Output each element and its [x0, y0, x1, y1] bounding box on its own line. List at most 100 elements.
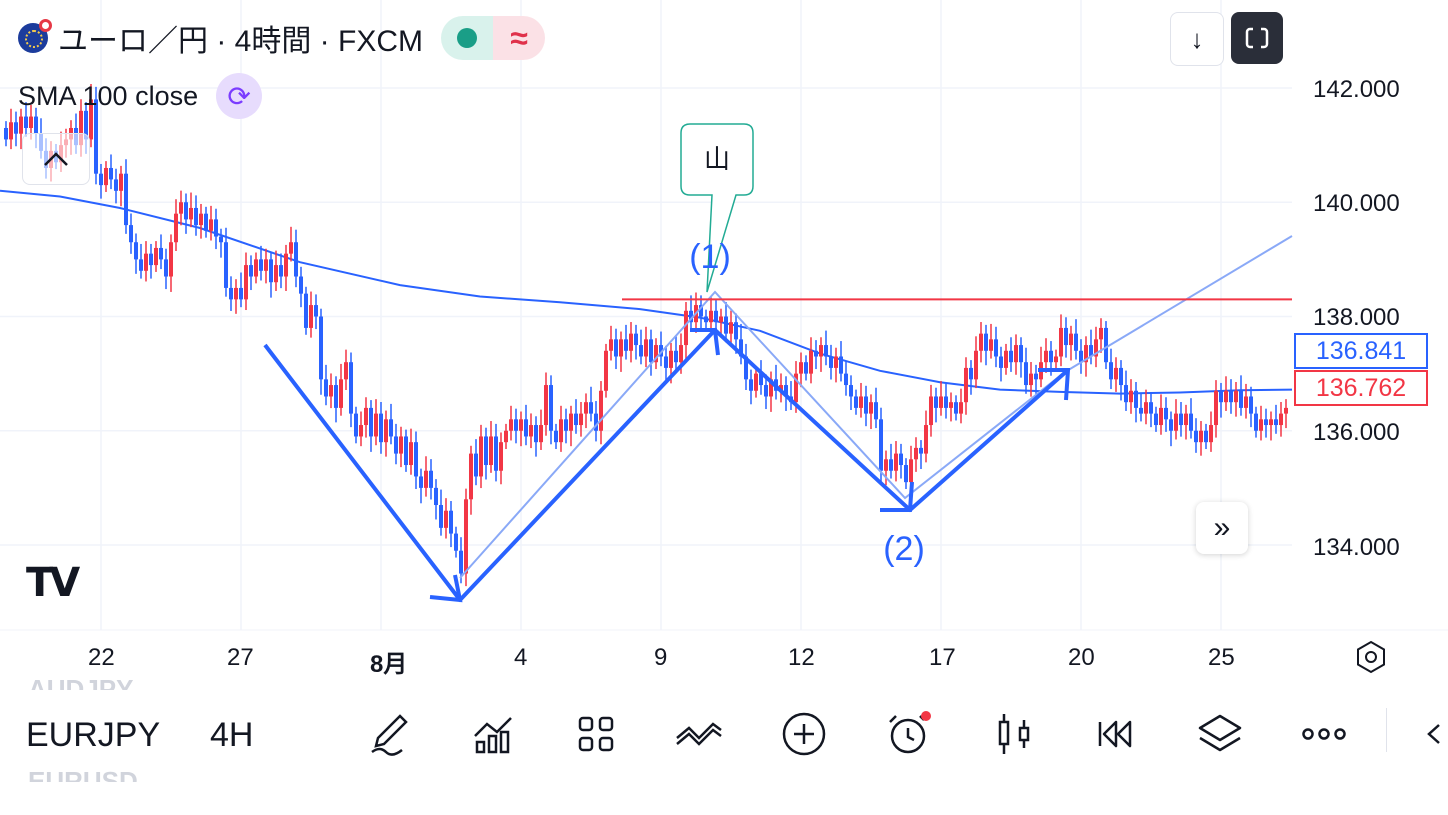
time-tick: 22 — [88, 644, 115, 671]
candle — [194, 195, 198, 236]
candle-body — [619, 339, 623, 357]
candle-body — [169, 242, 173, 277]
candle-body — [659, 345, 663, 357]
indicator-legend[interactable]: SMA 100 close ⟳ — [18, 73, 263, 119]
down-arrow-icon[interactable]: ↓ — [1170, 12, 1224, 66]
layers-icon[interactable] — [1192, 708, 1248, 760]
time-tick: 27 — [227, 644, 254, 671]
indicator-label[interactable]: SMA 100 close — [18, 80, 199, 111]
candle — [139, 243, 143, 279]
candle — [204, 206, 208, 238]
plus-circle-icon[interactable] — [776, 708, 832, 760]
collapse-legend-button[interactable] — [22, 133, 90, 185]
pattern-arrow — [690, 328, 720, 356]
candle — [544, 372, 548, 436]
market-open-icon[interactable] — [441, 16, 493, 60]
callout-balloon[interactable] — [680, 123, 754, 293]
candle-body — [1194, 430, 1198, 443]
symbol-selector[interactable]: EURJPY — [26, 716, 161, 754]
candle-body — [1184, 413, 1188, 426]
candle-body — [1059, 327, 1063, 357]
candle-body — [954, 402, 958, 414]
candle-body — [919, 447, 923, 454]
candle — [484, 427, 488, 480]
grid-icon[interactable] — [568, 708, 624, 760]
chevron-left-icon[interactable] — [1418, 708, 1448, 760]
tradingview-logo-icon[interactable]: TV — [26, 560, 80, 606]
time-tick: 12 — [788, 644, 815, 671]
candle — [1144, 389, 1148, 425]
candle — [1129, 379, 1133, 414]
candle — [1204, 423, 1208, 450]
candle-body — [1269, 419, 1273, 426]
wave-icon[interactable]: ≈ — [493, 16, 545, 60]
candle — [839, 341, 843, 382]
candle — [414, 431, 418, 490]
candle-body — [534, 425, 538, 443]
candle — [439, 489, 443, 536]
more-icon[interactable] — [1296, 708, 1352, 760]
candle-body — [914, 447, 918, 460]
rewind-icon[interactable] — [1088, 708, 1144, 760]
candle-body — [114, 179, 118, 191]
candle-body — [669, 350, 673, 368]
candle — [324, 364, 328, 406]
settings-icon[interactable] — [1354, 640, 1388, 674]
candle — [104, 161, 108, 192]
candle-body — [1009, 350, 1013, 363]
candle-body — [434, 487, 438, 506]
candle-body — [674, 350, 678, 363]
candles-icon[interactable] — [986, 708, 1042, 760]
candle-body — [859, 396, 863, 408]
fullscreen-icon[interactable] — [1231, 12, 1283, 64]
candle — [109, 154, 113, 190]
zigzag-icon[interactable] — [671, 708, 727, 760]
candle — [154, 241, 158, 272]
candle — [639, 329, 643, 365]
candle — [914, 437, 918, 472]
candle-body — [1149, 402, 1153, 414]
candle-body — [144, 253, 148, 271]
candle-body — [1214, 390, 1218, 426]
candle — [959, 388, 963, 424]
candle — [349, 352, 353, 428]
chart-title[interactable]: ユーロ／円 · 4時間 · FXCM — [58, 25, 423, 58]
refresh-icon[interactable]: ⟳ — [216, 73, 263, 119]
chart-header: ユーロ／円 · 4時間 · FXCM ≈ — [18, 16, 545, 60]
trend-line-extended[interactable] — [1064, 235, 1293, 373]
timeframe-selector[interactable]: 4H — [210, 716, 254, 754]
candle-body — [99, 173, 103, 186]
trend-line-thin[interactable] — [459, 290, 1066, 579]
candle-body — [729, 322, 733, 334]
candle-body — [219, 236, 223, 243]
candle — [599, 381, 603, 445]
candle-body — [709, 310, 713, 323]
double-chevron-right-icon[interactable]: » — [1196, 502, 1248, 554]
candle-body — [904, 465, 908, 483]
candle-layer — [4, 84, 1288, 587]
candle — [14, 111, 18, 147]
chart-bars-icon[interactable] — [465, 708, 521, 760]
candle-body — [129, 225, 133, 243]
candle-body — [1144, 402, 1148, 414]
candle — [4, 121, 8, 147]
candle — [494, 423, 498, 482]
candle-body — [889, 459, 893, 471]
candle — [1039, 346, 1043, 388]
candle — [584, 393, 588, 429]
candle — [1114, 357, 1118, 392]
candle-body — [79, 110, 83, 146]
candle-body — [949, 402, 953, 408]
candle — [789, 381, 793, 410]
candle — [744, 343, 748, 391]
candle — [399, 426, 403, 468]
candle — [254, 252, 258, 284]
candle-body — [139, 259, 143, 271]
candle — [489, 421, 493, 473]
pencil-icon[interactable] — [362, 708, 418, 760]
price-chart[interactable]: 山 (1) (2) — [0, 0, 1448, 686]
market-status-pill[interactable]: ≈ — [441, 16, 545, 60]
candle-body — [179, 202, 183, 214]
candle — [929, 384, 933, 437]
alarm-icon[interactable] — [880, 708, 936, 760]
